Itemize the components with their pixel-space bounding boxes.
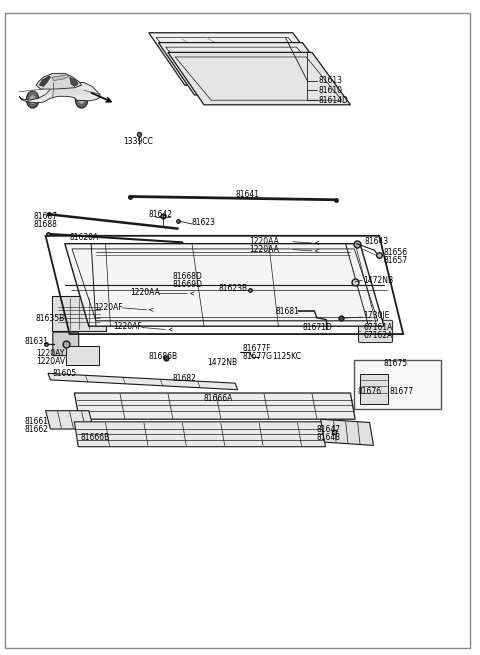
Text: 81677F: 81677F [242,344,271,353]
Text: 81641: 81641 [235,190,259,199]
Polygon shape [36,73,82,89]
FancyBboxPatch shape [359,320,393,343]
Polygon shape [39,76,50,86]
Text: 81635B: 81635B [36,314,65,323]
Text: 1220AA: 1220AA [250,237,279,246]
Text: 81687: 81687 [34,212,58,221]
Polygon shape [74,422,325,447]
Text: 81682: 81682 [173,374,197,383]
Text: 81620A: 81620A [70,233,99,242]
FancyBboxPatch shape [360,374,388,404]
Text: 81662: 81662 [25,425,49,434]
FancyBboxPatch shape [66,346,99,365]
FancyBboxPatch shape [354,360,441,409]
Polygon shape [70,77,78,86]
Circle shape [26,91,39,108]
Text: 1220AA: 1220AA [131,288,160,297]
Text: 81610: 81610 [318,86,342,95]
Text: 81623B: 81623B [218,284,248,293]
Text: 1220AA: 1220AA [250,245,279,254]
Text: 81668D: 81668D [173,272,203,281]
Text: 81669D: 81669D [173,280,203,289]
Text: 81675: 81675 [384,359,408,368]
Text: 1339CC: 1339CC [123,137,153,146]
Circle shape [79,96,84,103]
Circle shape [30,96,36,103]
Polygon shape [48,373,238,390]
Text: 1220AV: 1220AV [36,357,65,366]
Polygon shape [46,411,94,429]
Text: 1730JE: 1730JE [363,311,390,320]
Text: 81661: 81661 [25,417,49,426]
Text: 81676: 81676 [358,386,382,396]
Text: 81671D: 81671D [302,323,332,332]
Text: 1220AF: 1220AF [94,303,123,312]
Text: 81666B: 81666B [81,433,110,442]
Polygon shape [74,393,355,419]
Polygon shape [158,43,341,95]
Text: 67162A: 67162A [363,331,393,340]
Text: 81613: 81613 [318,76,342,85]
Text: 81614D: 81614D [318,96,348,105]
Text: 81631: 81631 [25,337,49,346]
Text: 81623: 81623 [192,217,216,227]
Text: 81657: 81657 [384,256,408,265]
Text: 81677: 81677 [390,386,414,396]
Text: 81647: 81647 [317,425,341,434]
Text: 81677G: 81677G [242,352,272,361]
Polygon shape [65,244,384,326]
Polygon shape [149,33,331,85]
Text: 81666A: 81666A [204,394,233,403]
Circle shape [75,91,88,108]
Text: 1220AY: 1220AY [36,349,64,358]
Text: 1220AF: 1220AF [113,322,142,331]
Text: 67161A: 67161A [363,323,393,332]
Text: 1125KC: 1125KC [273,352,301,361]
Text: 1472NB: 1472NB [363,276,394,285]
Polygon shape [19,83,101,103]
Text: 81605: 81605 [53,369,77,378]
Text: 81642: 81642 [149,210,173,219]
Text: 81648: 81648 [317,433,341,442]
FancyBboxPatch shape [52,296,106,331]
FancyBboxPatch shape [53,332,79,356]
Text: 81686B: 81686B [149,352,178,362]
Text: 81681: 81681 [276,307,300,316]
Polygon shape [168,52,350,105]
Polygon shape [321,419,373,445]
Text: 81643: 81643 [365,236,389,246]
Polygon shape [52,75,69,81]
Text: 1472NB: 1472NB [207,358,238,367]
Text: 81656: 81656 [384,248,408,257]
Text: 81688: 81688 [34,219,58,229]
